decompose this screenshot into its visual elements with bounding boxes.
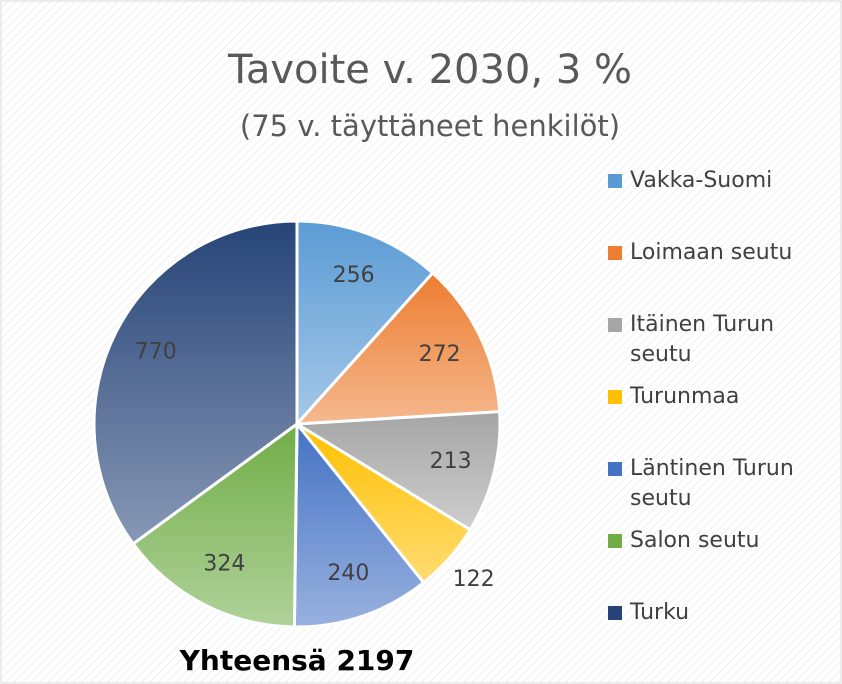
data-label: 256	[333, 263, 375, 288]
chart-subtitle: (75 v. täyttäneet henkilöt)	[240, 109, 620, 143]
legend-label: Salon seutu	[630, 528, 760, 553]
legend-label: Vakka-Suomi	[630, 168, 773, 193]
legend-swatch	[608, 246, 622, 260]
pie-slice	[131, 421, 299, 629]
data-label: 213	[430, 449, 472, 474]
chart-title: Tavoite v. 2030, 3 %	[227, 47, 632, 93]
pie-slice	[92, 219, 299, 546]
legend-swatch	[608, 390, 622, 404]
legend-swatch	[608, 534, 622, 548]
legend-swatch	[608, 606, 622, 620]
pie-slice	[292, 410, 502, 532]
legend-entry: Loimaan seutu	[608, 238, 838, 268]
annotation: Yhteensä 2197	[179, 644, 415, 677]
data-label: 122	[453, 567, 495, 592]
legend-label: Itäinen Turun seutu	[630, 312, 775, 367]
pie-slice	[293, 270, 502, 426]
pie-slice	[295, 219, 435, 428]
data-label: 240	[327, 561, 369, 586]
data-label: 272	[419, 342, 461, 367]
pie-slice	[292, 419, 426, 629]
legend-swatch	[608, 174, 622, 188]
legend-label: Turunmaa	[630, 384, 740, 409]
legend-label: Läntinen Turun seutu	[630, 456, 794, 511]
legend-entry: Itäinen Turun seutu	[608, 310, 838, 370]
legend-label: Loimaan seutu	[630, 240, 793, 265]
legend-entry: Vakka-Suomi	[608, 166, 838, 196]
legend-swatch	[608, 462, 622, 476]
legend-entry: Turku	[608, 598, 838, 628]
legend-entry: Turunmaa	[608, 382, 838, 412]
data-label: 324	[203, 552, 245, 577]
legend-label: Turku	[630, 600, 690, 625]
legend-swatch	[608, 318, 622, 332]
legend-entry: Salon seutu	[608, 526, 838, 556]
data-label: 770	[135, 339, 177, 364]
legend-entry: Läntinen Turun seutu	[608, 454, 838, 514]
